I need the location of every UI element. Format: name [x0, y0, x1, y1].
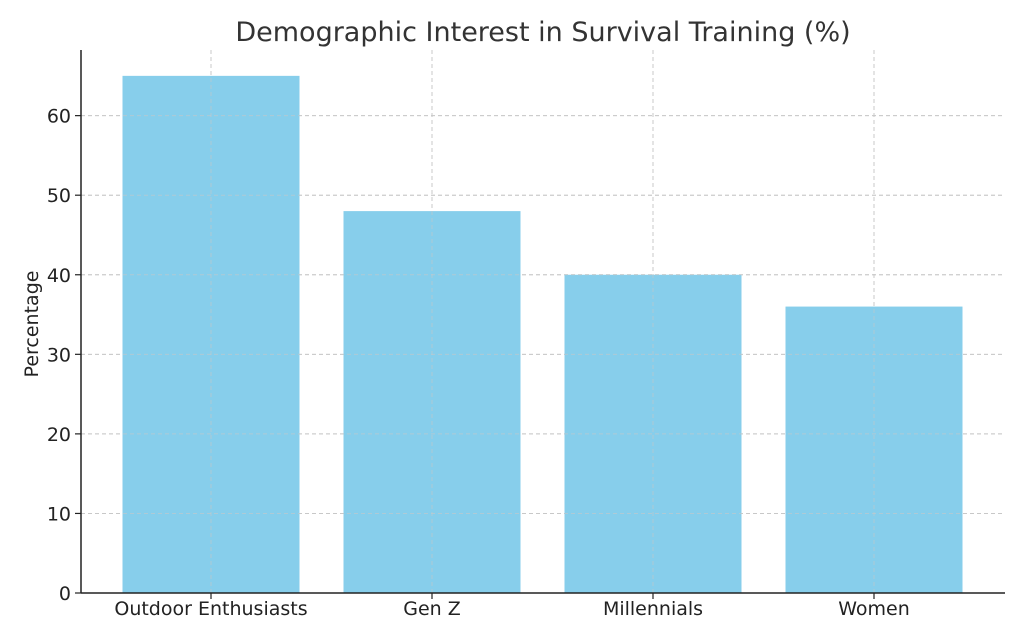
- y-tick-labels: 0 10 20 30 40 50 60: [47, 106, 71, 605]
- x-tick-label: Outdoor Enthusiasts: [114, 598, 307, 620]
- y-tick-label: 0: [59, 583, 71, 605]
- y-tick-label: 60: [47, 106, 71, 128]
- y-tick-label: 50: [47, 185, 71, 207]
- x-tick-label: Women: [838, 598, 910, 620]
- x-tick-labels: Outdoor Enthusiasts Gen Z Millennials Women: [114, 598, 909, 620]
- y-axis-label: Percentage: [21, 271, 43, 378]
- chart-title: Demographic Interest in Survival Trainin…: [235, 17, 850, 48]
- x-tick-label: Millennials: [603, 598, 703, 620]
- bars: [81, 50, 1005, 594]
- y-tick-label: 10: [47, 503, 71, 525]
- axes: [75, 50, 1005, 599]
- x-tick-label: Gen Z: [403, 598, 461, 620]
- y-tick-label: 20: [47, 424, 71, 446]
- y-tick-label: 40: [47, 265, 71, 287]
- y-tick-label: 30: [47, 344, 71, 366]
